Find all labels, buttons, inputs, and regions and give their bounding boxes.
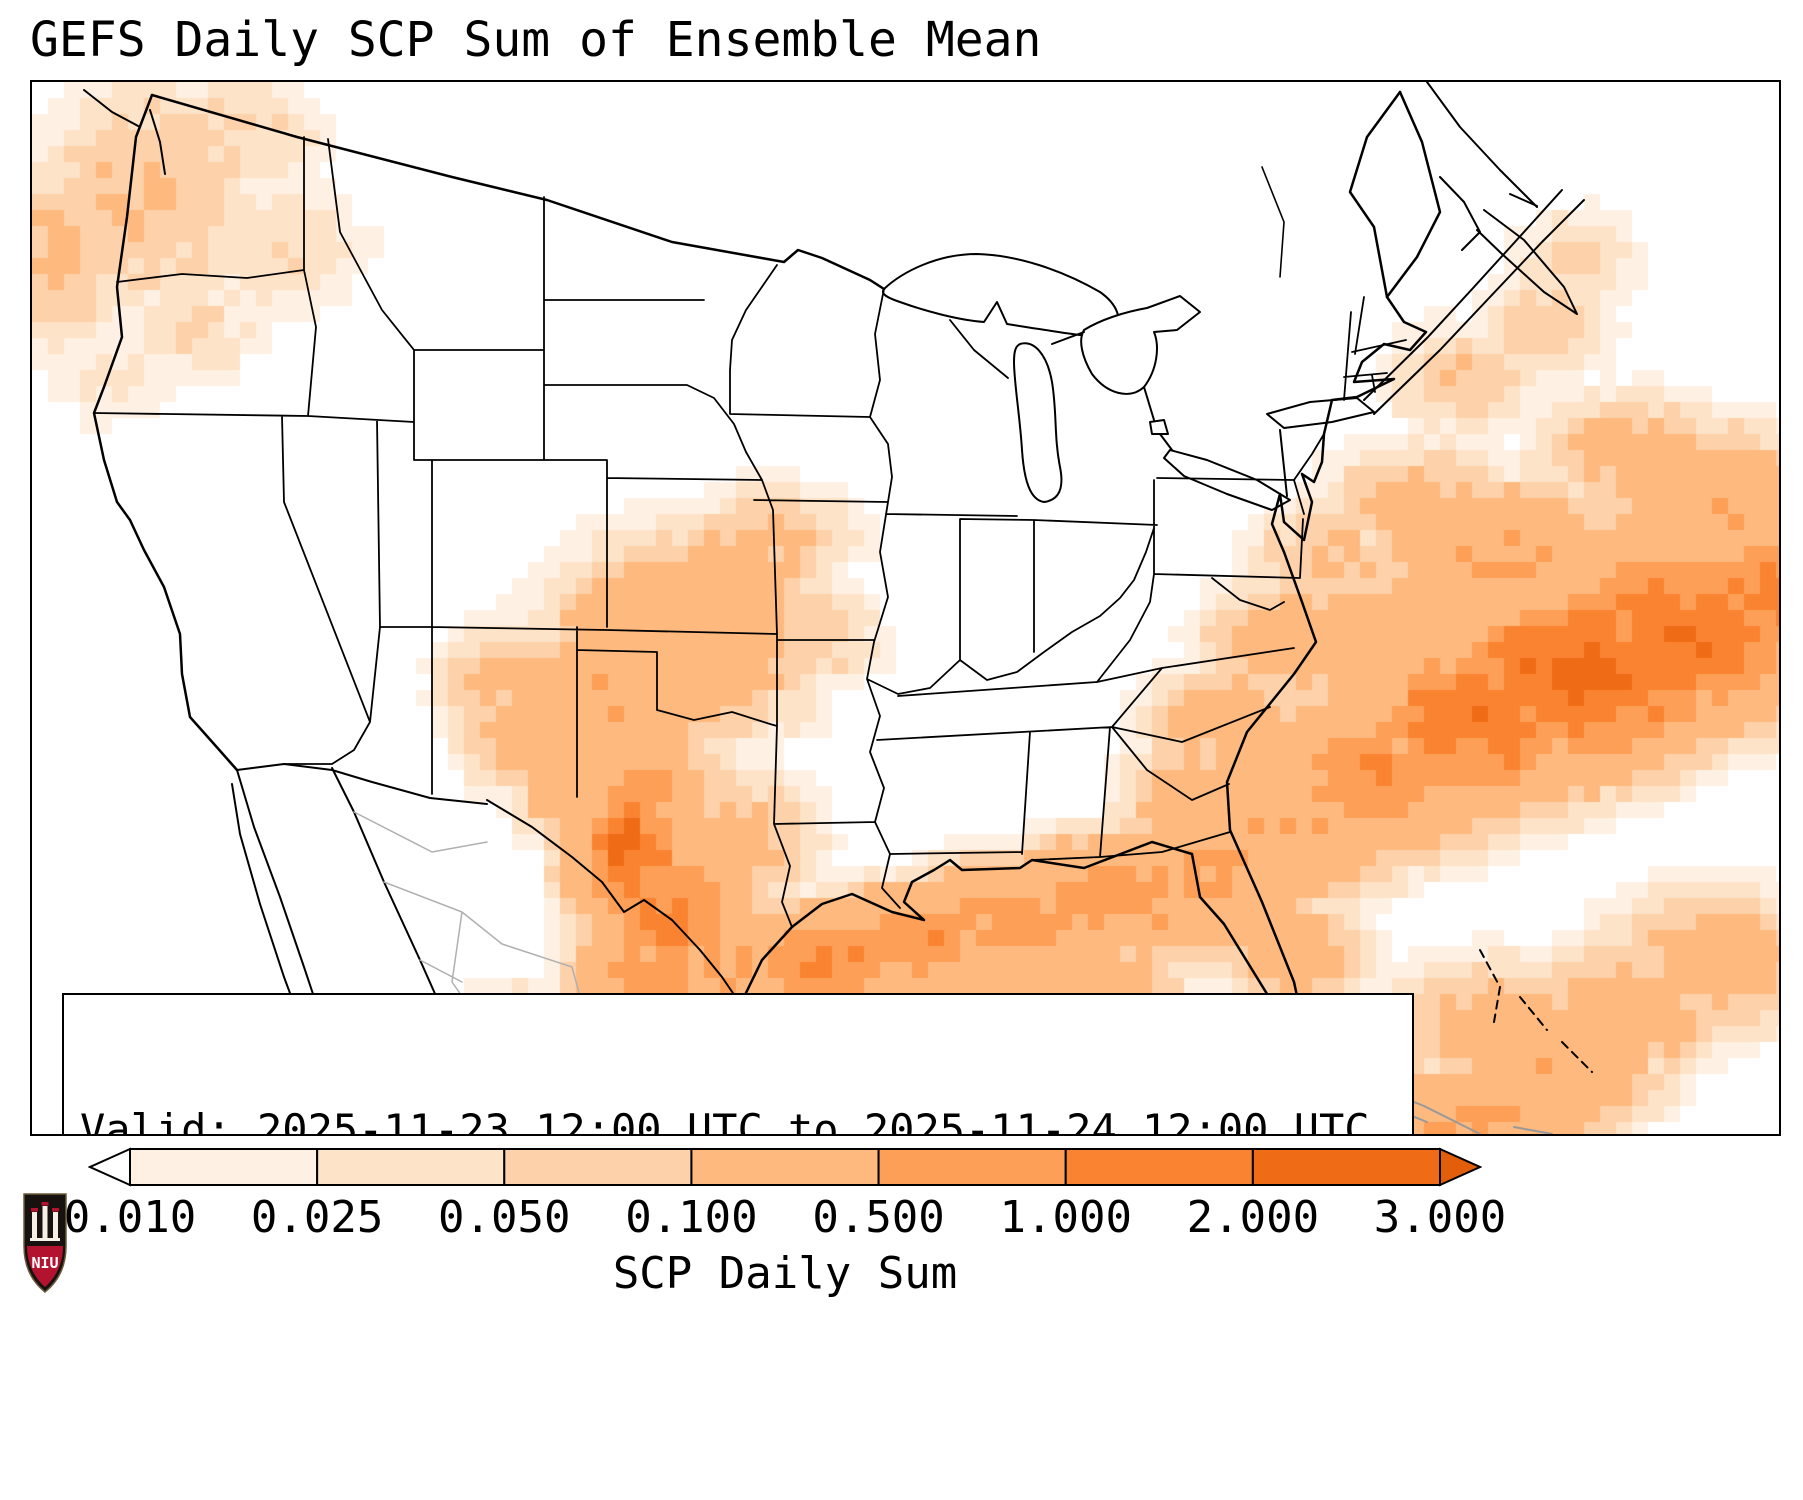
castle-icon [30, 1202, 60, 1241]
niu-logo: NIU [23, 1193, 67, 1293]
validity-info-box: Valid: 2025-11-23 12:00 UTC to 2025-11-2… [62, 993, 1414, 1136]
colorbar-segment [1251, 1148, 1442, 1186]
colorbar-tick-label: 0.050 [438, 1192, 571, 1243]
colorbar-tick-label: 0.025 [250, 1192, 384, 1243]
page-title: GEFS Daily SCP Sum of Ensemble Mean [30, 12, 1042, 68]
colorbar-under-arrow [87, 1147, 131, 1187]
colorbar-tick-label: 0.100 [625, 1192, 758, 1243]
colorbar-tick-label: 0.500 [812, 1192, 945, 1243]
niu-logo-text: NIU [31, 1254, 58, 1272]
colorbar-segment [316, 1148, 506, 1186]
colorbar-segment [690, 1148, 880, 1186]
colorbar-tick-label: 2.000 [1186, 1192, 1320, 1243]
shield-red-band [27, 1246, 63, 1287]
colorbar-tick-label: 3.000 [1373, 1192, 1507, 1243]
map-area: Valid: 2025-11-23 12:00 UTC to 2025-11-2… [30, 80, 1781, 1136]
colorbar [87, 1147, 1483, 1187]
mexico-west-border [236, 763, 488, 805]
colorbar-segment [877, 1148, 1067, 1186]
bahamas-dashes [1479, 949, 1593, 1073]
colorbar-tick-label: 1.000 [999, 1192, 1132, 1243]
puget-sound [149, 109, 166, 175]
great-lakes [882, 253, 1375, 511]
valid-time-text: Valid: 2025-11-23 12:00 UTC to 2025-11-2… [80, 1105, 1370, 1136]
state-borders [93, 136, 1407, 928]
colorbar-label: SCP Daily Sum [612, 1248, 958, 1299]
coastline [83, 82, 1585, 1012]
colorbar-svg [87, 1147, 1483, 1187]
colorbar-segment [129, 1148, 319, 1186]
colorbar-segment [503, 1148, 693, 1186]
colorbar-segment [1064, 1148, 1254, 1186]
scp-heatmap [32, 82, 1779, 1134]
atlantic-gulf-coast [737, 90, 1442, 1012]
st-lawrence [1363, 189, 1585, 415]
maritimes-coast [1426, 82, 1578, 315]
maine-canada-border [1348, 90, 1402, 299]
canada-interior-borders [1261, 166, 1285, 278]
rio-grande [486, 799, 740, 1003]
pacific-coast [92, 93, 239, 772]
colorbar-tick-label: 0.010 [63, 1192, 197, 1243]
vancouver-island [83, 89, 141, 128]
colorbar-over-arrow [1439, 1147, 1483, 1187]
canada-border [150, 93, 886, 291]
colorbar-ticks: 0.010 0.025 0.050 0.100 0.500 1.000 2.000 3.000 [0, 1192, 1803, 1244]
us-basemap [83, 82, 1593, 1134]
